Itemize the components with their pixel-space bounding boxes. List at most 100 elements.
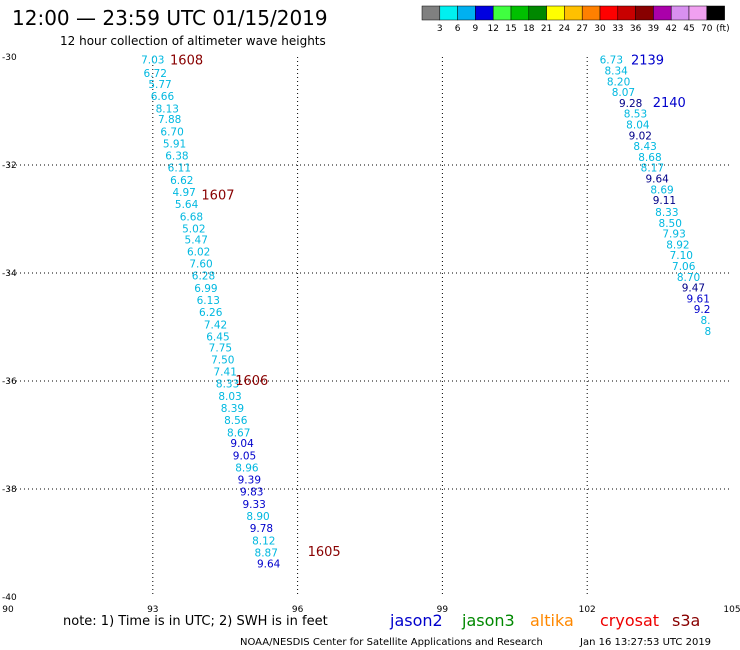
wave-height-point: 8.56	[224, 415, 248, 427]
wave-height-point: 7.10	[670, 250, 693, 262]
satellite-label: s3a	[672, 611, 700, 630]
track-time-label: 2139	[631, 54, 664, 69]
wave-height-point: 9.11	[653, 195, 676, 207]
legend-label: 12	[487, 24, 498, 34]
track-time-label: 2140	[653, 96, 686, 111]
wave-height-point: 8.33	[655, 207, 678, 219]
wave-height-point: 6.11	[168, 163, 191, 175]
wave-height-point: 7.06	[672, 261, 696, 273]
wave-height-point: 7.41	[214, 366, 237, 378]
legend-label: 39	[648, 24, 660, 34]
wave-height-point: 9.83	[240, 487, 263, 499]
track-time-label: 1608	[170, 54, 203, 69]
wave-height-point: 6.73	[600, 55, 623, 67]
wave-height-point: 6.70	[160, 127, 183, 139]
wave-height-point: 8.43	[633, 141, 656, 153]
wave-height-point: 8.20	[607, 76, 630, 88]
y-tick-label: -34	[2, 269, 17, 279]
wave-height-point: 5.91	[163, 138, 186, 150]
track-time-labels: 1608 1607 1606 1605 2139 2140	[170, 54, 686, 560]
legend-label: 42	[665, 24, 676, 34]
satellite-label: jason3	[461, 611, 515, 630]
wave-height-point: 8.67	[227, 427, 250, 439]
legend-swatch	[564, 5, 583, 21]
wave-height-point: 5.47	[185, 235, 208, 247]
legend-label: 70	[701, 24, 713, 34]
wave-height-point: 5.02	[182, 224, 205, 236]
wave-height-point: 6.99	[194, 283, 217, 295]
wave-height-point: 9.64	[257, 559, 281, 571]
wave-height-point: 6.26	[199, 307, 223, 319]
wave-height-point: 6.72	[144, 68, 167, 80]
legend-label: 24	[559, 24, 571, 34]
legend-label: 27	[576, 24, 587, 34]
wave-height-point: 8.70	[677, 272, 700, 284]
legend-label: 36	[630, 24, 642, 34]
legend-label: 21	[541, 24, 552, 34]
wave-height-point: 8	[705, 326, 712, 338]
wave-height-point: 7.42	[204, 319, 227, 331]
wave-height-point: 6.68	[180, 211, 203, 223]
legend-swatch	[421, 5, 441, 21]
wave-height-point: 7.75	[209, 343, 232, 355]
wave-height-point: 8.33	[216, 379, 239, 391]
legend-swatch	[475, 5, 494, 21]
y-tick-label: -36	[2, 377, 17, 387]
wave-height-point: 9.78	[250, 523, 273, 535]
legend-unit: (ft)	[716, 24, 730, 34]
legend-label: 9	[473, 24, 479, 34]
legend-label: 15	[505, 24, 516, 34]
wave-height-point: 9.64	[645, 174, 669, 186]
wave-height-point: 9.33	[242, 499, 265, 511]
wave-height-point: 9.05	[233, 451, 256, 463]
wave-height-point: 8.68	[638, 152, 661, 164]
x-tick-label: 93	[147, 605, 158, 615]
legend-swatch	[635, 5, 654, 21]
wave-height-point: 8.87	[255, 548, 278, 560]
chart-subtitle: 12 hour collection of altimeter wave hei…	[60, 34, 326, 48]
wave-height-point: 7.93	[662, 229, 685, 241]
wave-height-point: 9.2	[694, 304, 711, 316]
legend-swatch	[688, 5, 708, 21]
wave-height-point: 5.77	[148, 79, 171, 91]
legend-label: 30	[594, 24, 606, 34]
legend-swatch	[617, 5, 636, 21]
satellite-legend: jason2 jason3 altika cryosat s3a	[389, 611, 700, 630]
track-time-label: 1607	[201, 189, 234, 204]
credit-text: NOAA/NESDIS Center for Satellite Applica…	[240, 637, 543, 648]
wave-height-point: 9.39	[238, 474, 261, 486]
x-tick-label: 102	[579, 605, 596, 615]
legend-swatch	[653, 5, 672, 21]
y-tick-label: -32	[2, 161, 17, 171]
wave-height-point: 8.07	[612, 87, 635, 99]
satellite-label: cryosat	[600, 611, 659, 630]
color-legend: 3 6 9 12 15 18 21 24 27 30 33 36 39 42 45 70 (ft)	[421, 5, 730, 34]
wave-height-point: 8.69	[650, 184, 673, 196]
wave-height-point: 6.02	[187, 246, 210, 258]
x-tick-label: 105	[723, 605, 740, 615]
legend-swatch	[528, 5, 547, 21]
track-time-label: 1606	[235, 374, 268, 389]
wave-height-point: 8.39	[221, 403, 244, 415]
legend-label: 3	[437, 24, 443, 34]
x-tick-label: 99	[437, 605, 449, 615]
legend-swatch	[492, 5, 512, 21]
legend-label: 45	[683, 24, 694, 34]
legend-swatch	[706, 5, 725, 21]
x-tick-label: 96	[292, 605, 304, 615]
y-tick-label: -30	[2, 53, 17, 63]
wave-height-point: 7.50	[211, 354, 234, 366]
wave-height-point: 8.92	[666, 239, 689, 251]
legend-swatch	[599, 5, 619, 21]
footnote: note: 1) Time is in UTC; 2) SWH is in fe…	[63, 614, 328, 629]
track-time-label: 1605	[308, 545, 341, 560]
wave-height-point: 7.03	[141, 55, 164, 67]
wave-height-point: 4.97	[172, 187, 195, 199]
wave-height-point: 9.47	[682, 283, 705, 295]
wave-height-point: 8.17	[641, 163, 664, 175]
legend-swatch	[581, 5, 601, 21]
wave-height-point: 8.03	[218, 391, 241, 403]
wave-height-point: 9.04	[230, 438, 254, 450]
chart-title: 12:00 — 23:59 UTC 01/15/2019	[12, 6, 328, 30]
